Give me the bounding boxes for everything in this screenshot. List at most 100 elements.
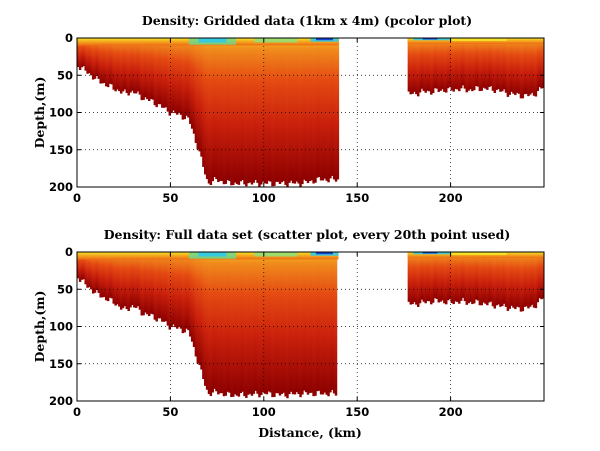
- density-column: [329, 252, 332, 393]
- density-column: [407, 38, 411, 92]
- density-column: [428, 252, 431, 302]
- density-column: [226, 252, 229, 392]
- density-column: [486, 252, 489, 306]
- density-column: [235, 38, 239, 184]
- density-column: [241, 38, 244, 181]
- density-column: [499, 252, 502, 307]
- density-column: [187, 252, 190, 331]
- density-column: [82, 38, 86, 67]
- density-column: [125, 252, 129, 310]
- density-column: [291, 38, 295, 184]
- density-column: [127, 252, 130, 311]
- density-column: [153, 38, 157, 106]
- density-column: [304, 252, 308, 393]
- density-column: [512, 252, 515, 308]
- density-column: [271, 252, 274, 398]
- density-column: [493, 38, 497, 94]
- density-column: [80, 252, 84, 280]
- density-column: [265, 38, 269, 184]
- density-column: [458, 252, 461, 304]
- density-column: [467, 252, 470, 304]
- density-column: [207, 252, 211, 395]
- density-column: [499, 38, 502, 92]
- x-tick-label: 50: [162, 191, 178, 205]
- density-column: [101, 38, 104, 84]
- density-column: [430, 38, 433, 95]
- density-column: [213, 252, 216, 389]
- density-column: [519, 252, 523, 312]
- density-column: [291, 252, 295, 395]
- density-column: [430, 252, 433, 305]
- density-column: [91, 252, 95, 294]
- density-column: [441, 252, 444, 301]
- density-column: [463, 38, 467, 89]
- y-tick-label: 150: [49, 143, 73, 157]
- density-column: [110, 38, 114, 85]
- density-column: [465, 38, 469, 93]
- density-column: [418, 38, 422, 93]
- density-column: [200, 252, 203, 370]
- density-column: [411, 38, 414, 94]
- density-column: [308, 38, 312, 182]
- density-column: [514, 252, 517, 310]
- density-column: [473, 252, 476, 304]
- density-column: [538, 252, 541, 299]
- density-column: [523, 38, 526, 95]
- density-column: [222, 38, 226, 185]
- density-column: [170, 38, 173, 114]
- density-column: [176, 38, 179, 115]
- density-column: [314, 252, 317, 396]
- density-column: [146, 38, 149, 100]
- density-column: [228, 252, 231, 393]
- density-column: [452, 252, 455, 305]
- density-column: [316, 38, 319, 178]
- x-axis: 0 50 100 150 200: [73, 252, 463, 419]
- x-tick-label: 200: [439, 405, 463, 419]
- density-column: [540, 38, 543, 89]
- density-column: [134, 252, 138, 308]
- density-column: [84, 252, 87, 285]
- density-column: [119, 38, 123, 94]
- density-column: [325, 38, 328, 181]
- density-column: [542, 38, 544, 89]
- density-column: [77, 38, 80, 67]
- density-column: [295, 38, 299, 182]
- scatter-density-panel: Density: Full data set (scatter plot, ev…: [32, 227, 545, 440]
- density-column: [276, 38, 280, 182]
- density-column: [136, 252, 140, 307]
- density-column: [129, 38, 132, 93]
- density-column: [542, 252, 544, 299]
- density-column: [319, 38, 323, 181]
- density-column: [491, 252, 495, 307]
- density-column: [217, 252, 220, 395]
- density-column: [293, 252, 297, 395]
- density-column: [114, 38, 117, 92]
- density-column: [323, 252, 327, 393]
- density-column: [161, 252, 164, 322]
- density-column: [202, 252, 205, 380]
- density-column: [194, 38, 198, 143]
- density-column: [471, 252, 474, 305]
- density-column: [224, 252, 228, 396]
- density-column: [116, 38, 119, 90]
- x-axis: 0 50 100 150 200: [73, 38, 463, 205]
- density-column: [149, 38, 153, 99]
- density-column: [431, 38, 435, 94]
- density-column: [416, 38, 420, 97]
- density-column: [448, 252, 452, 300]
- density-column: [510, 252, 513, 306]
- density-column: [463, 252, 467, 302]
- density-column: [183, 252, 186, 333]
- density-column: [416, 252, 420, 307]
- surface-patch: [422, 38, 438, 40]
- density-column: [248, 38, 252, 183]
- density-column: [334, 252, 338, 396]
- x-tick-label: 200: [439, 191, 463, 205]
- density-column: [138, 38, 142, 95]
- density-column: [246, 252, 250, 395]
- density-column: [196, 38, 200, 150]
- density-column: [506, 252, 510, 311]
- density-column: [280, 38, 284, 183]
- density-column: [303, 38, 306, 180]
